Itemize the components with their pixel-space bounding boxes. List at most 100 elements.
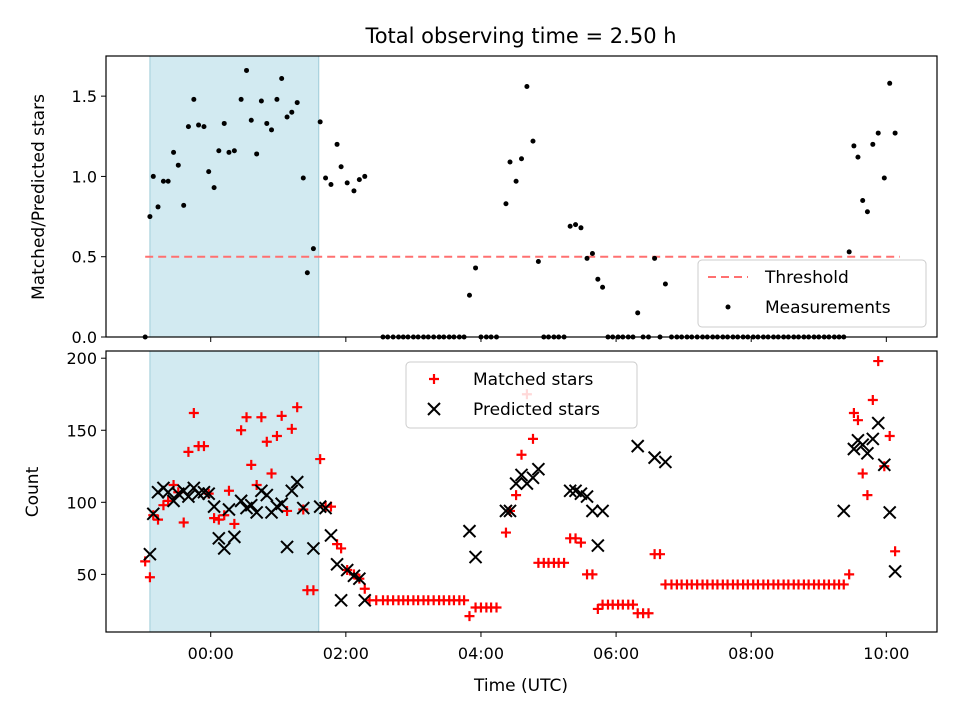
measurement-point [338, 164, 344, 170]
predicted-star-point [330, 557, 344, 571]
measurement-point [887, 80, 893, 86]
matched-star-point [198, 441, 209, 452]
predicted-star-point [197, 485, 211, 499]
predicted-star-point [285, 484, 299, 498]
measurement-point [244, 67, 250, 73]
legend-matched-label: Matched stars [473, 370, 593, 390]
measurement-point [323, 175, 329, 181]
predicted-star-point [860, 446, 875, 461]
x-axis-label: Time (UTC) [473, 676, 568, 696]
measurement-point [356, 177, 362, 183]
figure-title: Total observing time = 2.50 h [364, 24, 676, 48]
matched-star-point [163, 495, 174, 506]
matched-star-point [276, 410, 287, 421]
bottom-y-tick-label: 200 [66, 349, 97, 368]
matched-star-point [282, 505, 293, 516]
measurement-point [238, 96, 244, 102]
predicted-star-point [201, 486, 216, 501]
top-legend: Threshold Measurements [697, 259, 927, 328]
x-tick-label: 06:00 [593, 644, 639, 663]
measurement-point [507, 159, 513, 165]
predicted-star-point [166, 494, 181, 508]
measurement-point [254, 151, 260, 157]
predicted-star-point [580, 489, 594, 504]
matched-star-point [491, 602, 502, 613]
predicted-star-point [526, 471, 540, 485]
measurement-point [181, 202, 187, 208]
matched-star-point [884, 431, 895, 442]
measurement-point [150, 173, 156, 179]
matched-star-point [298, 504, 309, 515]
predicted-star-point [296, 501, 310, 515]
predicted-star-point [503, 504, 517, 518]
measurement-point [635, 310, 641, 316]
measurement-point [860, 198, 866, 204]
matched-star-point [570, 533, 581, 544]
predicted-star-point [468, 550, 483, 564]
top-plot-area [142, 55, 900, 340]
top-shaded-interval [149, 55, 320, 338]
predicted-star-point [324, 528, 338, 543]
measurement-point [846, 249, 852, 255]
top-legend-box [697, 259, 927, 328]
legend-measurements-swatch [725, 304, 731, 310]
matched-star-point [144, 572, 155, 583]
predicted-star-point [882, 505, 897, 520]
matched-star-point [627, 599, 638, 610]
measurement-point [892, 130, 898, 136]
predicted-star-point [334, 593, 348, 608]
measurement-point [466, 292, 472, 298]
matched-star-point [862, 490, 873, 501]
predicted-star-point [274, 497, 289, 511]
matched-star-point [527, 433, 538, 444]
predicted-star-point [514, 468, 529, 482]
predicted-star-point [888, 564, 902, 579]
matched-star-point [500, 527, 511, 538]
measurement-point [362, 173, 368, 179]
top-panel: 0.0 0.5 1.0 1.5 Matched/Predicted stars Thr… [29, 55, 938, 347]
measurement-point [600, 284, 606, 290]
x-tick-label: 02:00 [323, 644, 369, 663]
matched-star-point [587, 569, 598, 580]
measurement-point [662, 281, 668, 287]
matched-star-point [188, 407, 199, 418]
bottom-panel: 50 100 150 200 00:00 02:00 04:00 06:00 08:00 10:0… [23, 349, 938, 696]
measurement-point [211, 185, 217, 191]
top-axes: 0.0 0.5 1.0 1.5 [72, 87, 887, 347]
matched-star-point [359, 583, 370, 594]
measurement-point [206, 169, 212, 175]
top-y-tick-label: 1.0 [72, 167, 97, 186]
predicted-star-point [591, 538, 605, 553]
matched-star-point [516, 449, 527, 460]
predicted-star-point [217, 541, 231, 556]
predicted-star-point [227, 530, 242, 544]
predicted-star-point [290, 475, 304, 489]
predicted-star-point [306, 541, 321, 556]
predicted-star-point [837, 504, 851, 518]
matched-star-point [292, 402, 303, 413]
predicted-star-point [595, 504, 610, 518]
matched-star-point [178, 517, 189, 528]
matched-star-point [464, 611, 475, 622]
bottom-y-tick-label: 100 [66, 493, 97, 512]
measurement-point [652, 255, 658, 261]
measurement-point [304, 270, 310, 276]
measurement-point [334, 141, 340, 147]
measurement-point [328, 181, 334, 187]
predicted-star-point [871, 416, 885, 430]
bottom-y-tick-label: 150 [66, 421, 97, 440]
matched-star-point [246, 459, 257, 470]
matched-star-point [315, 454, 326, 465]
matched-star-point [229, 518, 240, 529]
predicted-star-point [509, 476, 523, 491]
measurement-point [573, 222, 579, 228]
matched-star-point [643, 608, 654, 619]
measurement-point [870, 141, 876, 147]
bottom-y-tick-label: 50 [77, 565, 97, 584]
measurement-point [294, 100, 300, 106]
measurement-point [274, 96, 280, 102]
matched-star-point [261, 436, 272, 447]
top-y-tick-label: 1.5 [72, 87, 97, 106]
matched-star-point [209, 513, 220, 524]
